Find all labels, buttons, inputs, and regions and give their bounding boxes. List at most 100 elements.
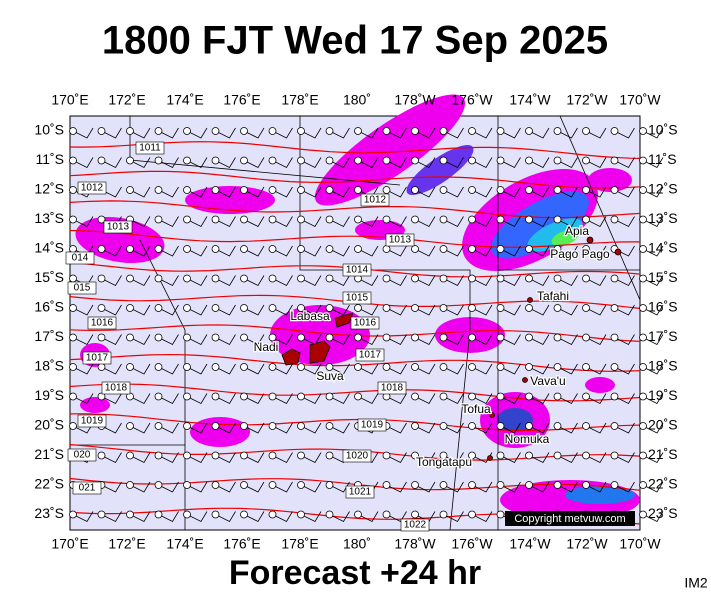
barb [243, 216, 265, 228]
barb [500, 275, 521, 287]
barb-station [525, 245, 533, 253]
barb-station [211, 481, 220, 489]
barb [443, 304, 464, 316]
barb [585, 186, 607, 198]
barb-station [183, 333, 191, 342]
barb [300, 511, 322, 523]
barb-station [325, 274, 334, 283]
barb [357, 393, 379, 405]
barb-station [496, 274, 505, 283]
barb [272, 275, 293, 287]
barb [300, 216, 322, 228]
barb [186, 452, 208, 464]
corner-label: IM2 [684, 575, 708, 591]
barb-station [297, 363, 305, 371]
barb [642, 245, 664, 257]
barb [585, 127, 607, 139]
barb-station [553, 215, 562, 224]
barb-station [211, 304, 220, 312]
barb-station [126, 156, 134, 165]
barb-station [496, 422, 505, 430]
barb [471, 157, 493, 169]
isobar-label: 1013 [107, 222, 130, 233]
barb [642, 216, 664, 228]
isobar-label: 1012 [81, 183, 104, 194]
barb-station [382, 274, 391, 283]
barb [101, 363, 122, 375]
barb-station [126, 333, 134, 342]
barb-station [97, 156, 106, 165]
barb [528, 186, 550, 198]
barb [329, 275, 350, 287]
barb [129, 511, 151, 523]
barb [414, 393, 436, 405]
barb-station [639, 363, 647, 371]
barb [528, 275, 550, 287]
barb-station [411, 481, 419, 489]
barb [243, 334, 265, 346]
barb-station [325, 481, 334, 489]
barb-station [496, 481, 505, 489]
barb [158, 511, 179, 523]
barb-station [496, 245, 505, 253]
barb [186, 127, 208, 139]
barb [329, 363, 350, 375]
barb-station [154, 510, 163, 519]
islands [281, 236, 622, 461]
isobar-label: 1017 [359, 350, 382, 361]
barb [386, 186, 407, 198]
lat-label-right: 11˚S [648, 151, 677, 167]
barb-station [468, 215, 476, 224]
barb-station [154, 451, 163, 460]
barb-station [69, 363, 77, 371]
barb [443, 481, 464, 493]
isobar-label: 1020 [346, 451, 369, 462]
barb-station [553, 363, 562, 371]
barb-station [154, 363, 163, 371]
barb-station [268, 422, 277, 430]
barb-station [468, 422, 476, 430]
barb [129, 216, 151, 228]
isobar-label: 1021 [349, 487, 372, 498]
place-label: Vava'u [530, 374, 565, 388]
barb-station [411, 186, 419, 194]
lon-label-bottom: 178˚W [394, 536, 436, 552]
barb-station [468, 156, 476, 165]
barb [414, 363, 436, 375]
precip-area [75, 216, 165, 264]
barb-station [268, 333, 277, 342]
isobar-label-box [357, 418, 387, 432]
barb-station [154, 215, 163, 224]
barb [614, 275, 635, 287]
barb-station [468, 510, 476, 519]
precip-area [406, 145, 474, 195]
barb [215, 157, 236, 169]
barb-station [69, 127, 77, 135]
barb [72, 157, 94, 169]
barb-station [610, 392, 619, 401]
isobar-label: 1016 [354, 318, 377, 329]
barb-station [126, 451, 134, 460]
barb [642, 393, 664, 405]
barb [186, 422, 208, 434]
barb-station [268, 481, 277, 489]
lat-label-left: 21˚S [34, 446, 64, 462]
barb-station [240, 304, 248, 312]
isobar-label: 1014 [346, 265, 369, 276]
lat-label-left: 10˚S [34, 122, 64, 138]
barb-station [325, 363, 334, 371]
barb [329, 481, 350, 493]
barb-station [468, 186, 476, 194]
barb-station [496, 392, 505, 401]
isobar-label: 1015 [346, 293, 369, 304]
barb-station [183, 481, 191, 489]
barb-station [496, 333, 505, 342]
barb-station [69, 274, 77, 283]
barb-station [553, 186, 562, 194]
barb [471, 511, 493, 523]
isobar-label: 1013 [389, 235, 412, 246]
barb [500, 186, 521, 198]
barb [101, 127, 122, 139]
barb-station [496, 304, 505, 312]
barb [471, 393, 493, 405]
